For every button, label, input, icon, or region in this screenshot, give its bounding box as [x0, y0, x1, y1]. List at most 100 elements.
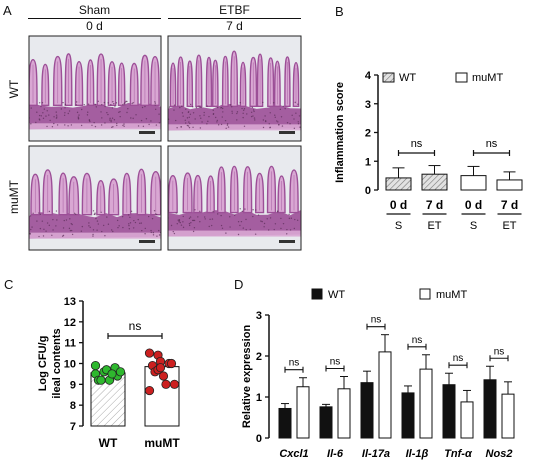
data-point: [169, 379, 180, 389]
bar-wt: [442, 384, 456, 439]
y-axis-label-line2: ileal contents: [51, 328, 63, 398]
legend-label-wt: WT: [328, 289, 345, 301]
data-point: [158, 371, 169, 381]
data-point: [155, 363, 166, 373]
ns-label: ns: [371, 315, 382, 326]
ns-label: ns: [494, 346, 505, 357]
ns-label: ns: [453, 353, 464, 364]
y-tick-label: 2: [256, 351, 262, 363]
x-category-label: Il-17a: [362, 448, 390, 460]
scale-bar-mumt-etbf: [279, 240, 295, 243]
legend-label-mumt: muMT: [472, 72, 503, 84]
ns-label: ns: [486, 138, 498, 150]
bar-mumt: [296, 386, 310, 439]
col-group-etbf: ETBF: [219, 3, 250, 17]
y-axis-label: Relative expression: [241, 325, 253, 429]
ns-label: ns: [289, 358, 300, 369]
data-point: [161, 379, 171, 389]
col-group-sham: Sham: [78, 3, 111, 17]
bar-mumt-3: [496, 179, 523, 191]
panel-b-label: B: [335, 4, 344, 19]
bar-mumt: [460, 401, 474, 439]
panel-d: D 0 1 2 3 Relative expression WT muMT ns Cxcl1 ns…: [230, 275, 550, 469]
bar-wt: [401, 392, 415, 439]
data-point: [144, 348, 155, 358]
y-tick-label: 8: [70, 400, 76, 412]
panel-d-label: D: [234, 277, 244, 292]
panel-a-label: A: [3, 3, 12, 18]
x-category-label: WT: [99, 436, 118, 450]
x-sublabel: ET: [502, 220, 516, 232]
panel-c-label: C: [4, 277, 14, 292]
legend-swatch-wt: [382, 72, 395, 83]
scale-bar-wt-sham: [139, 131, 155, 134]
x-category-label: muMT: [144, 436, 180, 450]
x-category-label: Tnf-α: [444, 448, 473, 460]
data-point: [144, 385, 155, 396]
legend-swatch-mumt: [455, 72, 468, 83]
y-tick-label: 2: [365, 128, 371, 140]
bar-wt: [278, 407, 292, 439]
col-day-7d: 7 d: [226, 19, 243, 33]
x-category-label: Cxcl1: [279, 448, 308, 460]
histology-micrographs: [28, 35, 302, 251]
data-point: [90, 360, 101, 371]
cfu-scatter-bar-chart: 7 8 9 10 11 12 13 Log CFU/g ileal contents WT muMT…: [37, 296, 180, 450]
x-category-label: 7 d: [501, 198, 518, 212]
y-tick-label: 10: [64, 359, 76, 371]
y-tick-label: 12: [64, 317, 76, 329]
ns-label: ns: [412, 335, 423, 346]
y-tick-label: 13: [64, 296, 76, 308]
data-point: [115, 367, 126, 377]
bar-wt-0: [385, 177, 412, 191]
y-tick-label: 3: [365, 99, 371, 111]
y-tick-label: 1: [365, 156, 371, 168]
x-category-label: 0 d: [390, 198, 407, 212]
panel-a: A Sham 0 d ETBF 7 d WT muMT: [0, 0, 330, 260]
x-sublabel: S: [395, 220, 402, 232]
col-group-etbf-line: [168, 18, 301, 19]
x-sublabel: S: [470, 220, 477, 232]
y-tick-label: 1: [256, 392, 262, 404]
data-point: [96, 375, 106, 385]
y-tick-label: 11: [64, 338, 76, 350]
x-category-label: Il-6: [327, 448, 344, 460]
bar-mumt: [419, 368, 433, 439]
bar-wt: [483, 379, 497, 439]
y-axis-label-line1: Log CFU/g: [37, 336, 49, 392]
micrograph-wt-etbf: [168, 36, 301, 141]
legend-label-wt: WT: [399, 72, 416, 84]
col-group-sham-line: [28, 18, 161, 19]
mucosa-band: [29, 211, 161, 239]
inflammation-score-chart: 0 1 2 3 4 Inflammation score WT muMT ns ns 0 d S 7 d…: [334, 70, 523, 232]
col-day-0d: 0 d: [86, 19, 103, 33]
legend-swatch-mumt: [419, 288, 431, 300]
bar-mumt: [378, 351, 392, 439]
legend-label-mumt: muMT: [436, 289, 467, 301]
x-category-label: Nos2: [486, 448, 513, 460]
micrograph-mumt-sham: [29, 146, 161, 250]
y-tick-label: 7: [70, 421, 76, 433]
scale-bar-wt-etbf: [279, 131, 295, 134]
panel-c: C 7 8 9 10 11 12 13 Log CFU/g ileal contents WT mu…: [0, 275, 230, 469]
ns-label: ns: [330, 357, 341, 368]
data-point: [166, 358, 177, 369]
bar-mumt-2: [460, 175, 487, 191]
scale-bar-mumt-sham: [139, 240, 155, 243]
bar-wt: [360, 382, 374, 439]
bar-mumt: [501, 393, 515, 439]
x-category-label: 7 d: [426, 198, 443, 212]
bar-mumt: [337, 388, 351, 439]
y-tick-label: 0: [256, 433, 262, 445]
ns-label: ns: [411, 138, 423, 150]
panel-b: B 0 1 2 3 4 Inflammation score WT muMT ns ns 0 d S 7…: [330, 0, 550, 260]
bar-wt: [319, 406, 333, 439]
data-point: [107, 369, 117, 379]
y-tick-label: 9: [70, 379, 76, 391]
x-sublabel: ET: [427, 220, 441, 232]
micrograph-wt-sham: [29, 36, 161, 141]
x-category-label: Il-1β: [406, 448, 429, 460]
y-tick-label: 3: [256, 310, 262, 322]
mucosa-band: [168, 209, 301, 237]
